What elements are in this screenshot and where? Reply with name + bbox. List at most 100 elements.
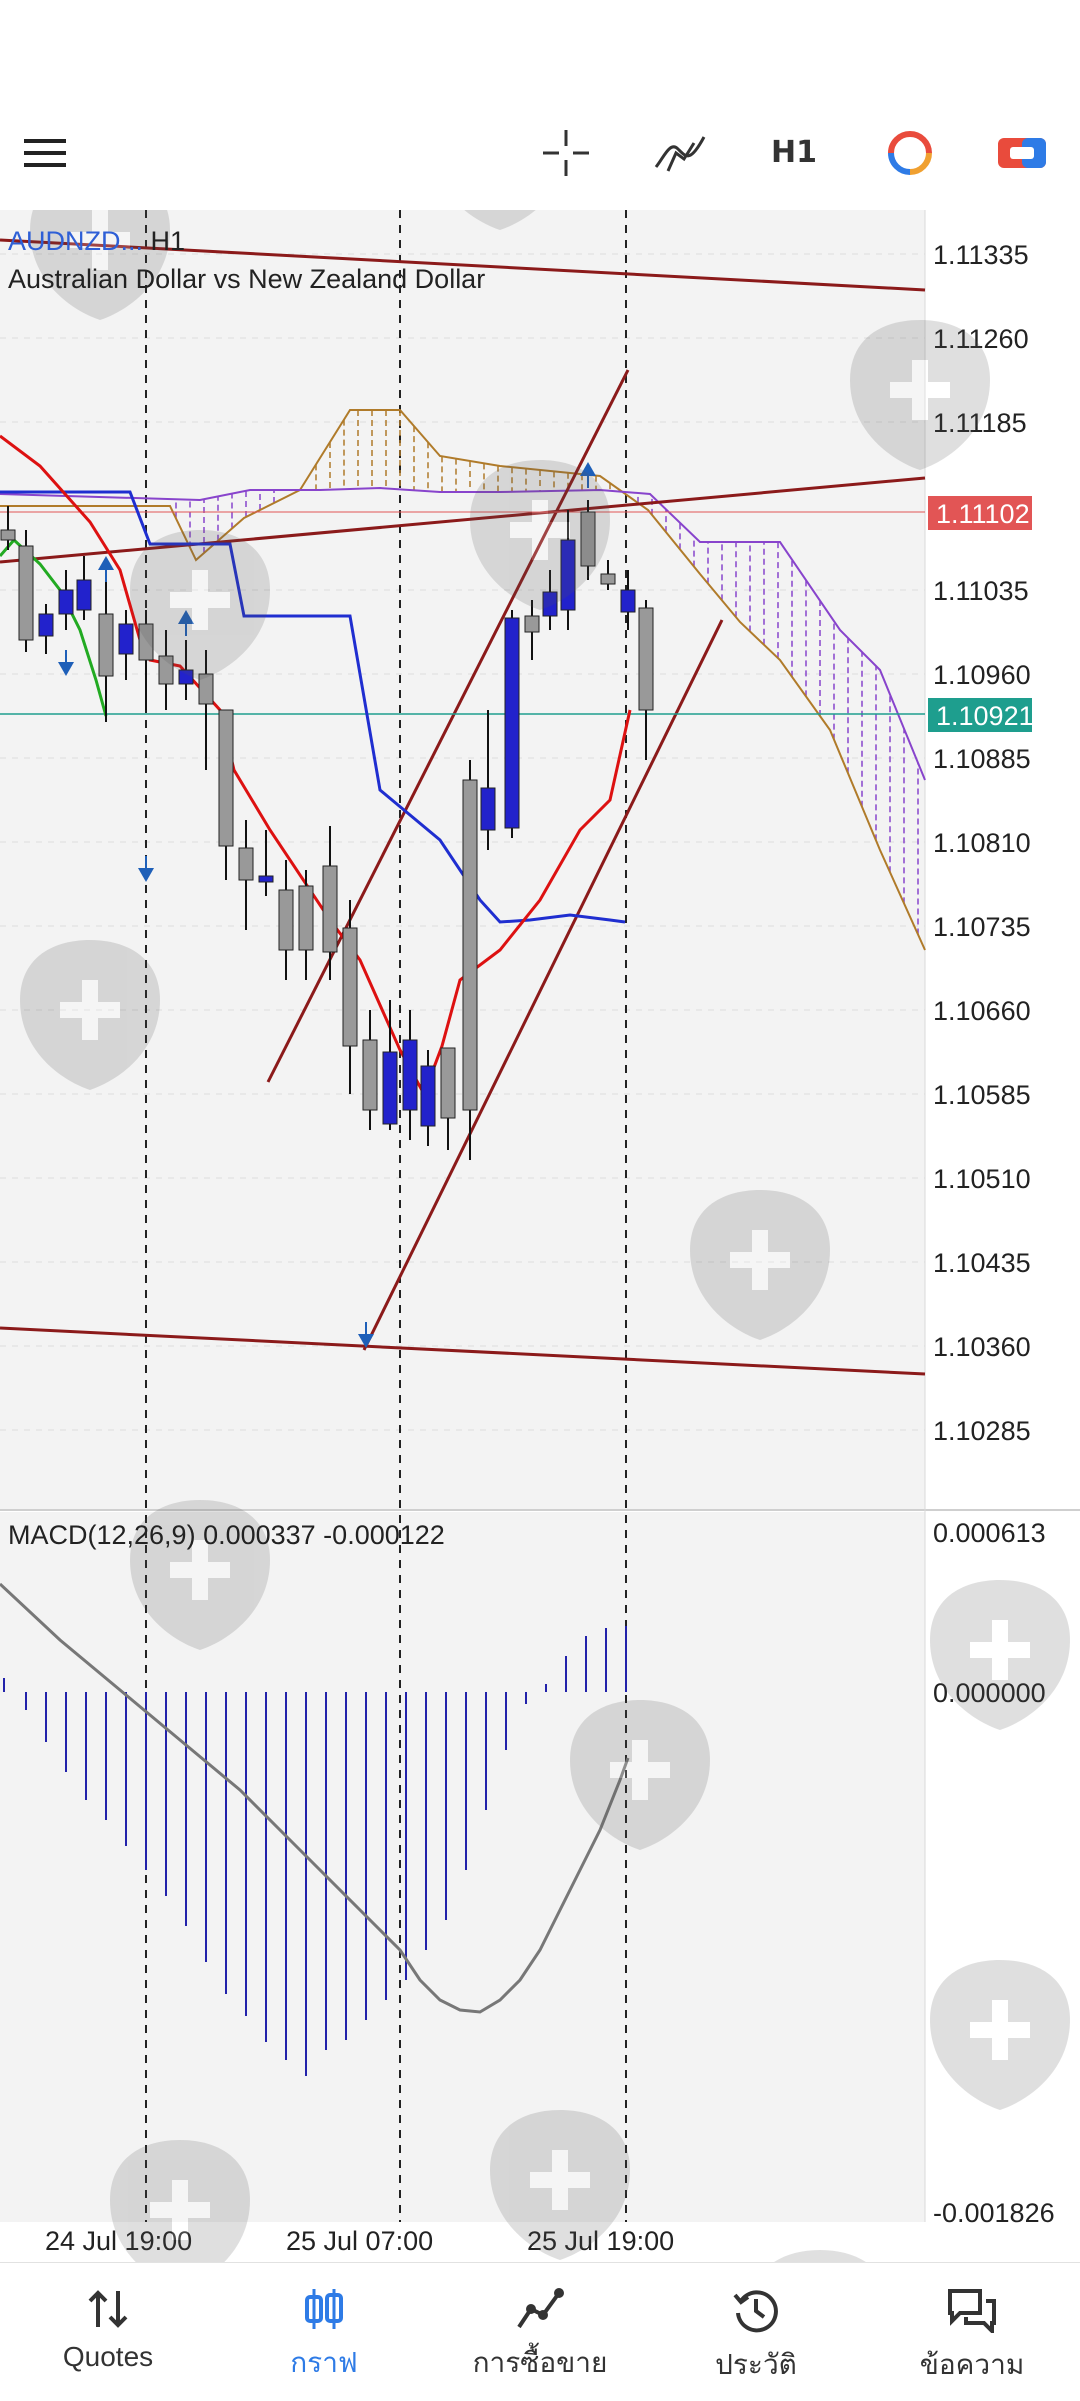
price-axis-label: 1.10510 <box>933 1164 1031 1194</box>
indicators-button[interactable] <box>652 95 708 210</box>
channel-upper-line <box>266 369 630 1083</box>
watermark-shield <box>464 210 536 230</box>
candle-bear <box>0 529 16 541</box>
status-bar-area <box>0 0 1080 95</box>
candle-bear <box>238 847 254 881</box>
crosshair-icon <box>543 129 589 176</box>
watermark-cross <box>150 2180 210 2240</box>
macd-plot-background <box>0 1512 925 2222</box>
symbol-name: AUDNZD <box>8 226 121 256</box>
candle-bear <box>638 607 654 711</box>
watermark-shield-body <box>130 1500 270 1650</box>
watermark-shield-body <box>130 530 270 680</box>
candle-bull <box>542 591 558 617</box>
crosshair-button[interactable] <box>538 95 594 210</box>
nav-quotes[interactable]: Quotes <box>0 2263 216 2401</box>
watermark-cross <box>70 210 130 270</box>
macd-axis-label: 0.000613 <box>933 1518 1046 1548</box>
hamburger-menu-button[interactable] <box>20 95 70 210</box>
fractal-down-arrow <box>58 662 74 676</box>
candle-bear <box>322 865 338 953</box>
watermark-cross <box>170 570 230 630</box>
quick-trade-button[interactable] <box>996 95 1048 210</box>
candle-bull <box>58 589 74 615</box>
candle-bull <box>118 623 134 655</box>
nav-history[interactable]: ประวัติ <box>648 2263 864 2401</box>
nav-trade-label: การซื้อขาย <box>472 2347 608 2378</box>
fractal-down-arrow <box>358 1334 374 1348</box>
time-axis-label: 25 Jul 19:00 <box>527 2226 674 2256</box>
timeframe-label: H1 <box>771 135 817 170</box>
candle-bear <box>462 779 478 1111</box>
candle-bear <box>158 655 174 685</box>
nav-history-label: ประวัติ <box>715 2349 797 2380</box>
nav-messages[interactable]: ข้อความ <box>864 2263 1080 2401</box>
nav-trade[interactable]: การซื้อขาย <box>432 2263 648 2401</box>
bid-price-label: 1.11102 <box>936 499 1030 529</box>
candle-bull <box>620 589 636 613</box>
candle-bear <box>218 709 234 847</box>
price-axis-label: 1.10960 <box>933 660 1031 690</box>
messages-icon <box>948 2289 996 2333</box>
chart-area[interactable]: 1.11335 1.11260 1.11185 1.11035 1.10960 1.108… <box>0 210 1080 2262</box>
candle-bear <box>600 573 616 585</box>
price-axis-label: 1.10735 <box>933 912 1031 942</box>
macd-label: MACD(12,26,9) 0.000337 -0.000122 <box>8 1520 445 1550</box>
price-axis-label: 1.10810 <box>933 828 1031 858</box>
candle-bear <box>362 1039 378 1111</box>
watermark-shield <box>490 2110 630 2260</box>
price-axis-label: 1.10885 <box>933 744 1031 774</box>
watermark-shield <box>130 530 270 680</box>
candle-bull <box>178 669 194 685</box>
ichimoku-span-a-line <box>0 409 926 951</box>
watermark-shield <box>774 2250 866 2262</box>
candle-bear <box>18 545 34 641</box>
candle-bull <box>258 875 274 883</box>
watermark-shield <box>930 1580 1070 1730</box>
watermark-shield <box>570 1700 710 1850</box>
time-axis-label: 24 Jul 19:00 <box>45 2226 192 2256</box>
price-axis-label: 1.10435 <box>933 1248 1031 1278</box>
watermark-shield-body <box>850 320 990 470</box>
watermark-cross <box>60 980 120 1040</box>
price-axis-label: 1.10660 <box>933 996 1031 1026</box>
ask-price-badge <box>928 698 1032 732</box>
fractal-up-arrow <box>178 610 194 624</box>
watermark-shield <box>20 940 160 1090</box>
candle-bull <box>504 617 520 829</box>
watermark-shield-body <box>30 210 170 320</box>
ichimoku-kijun-line <box>0 490 626 924</box>
fractal-up-arrow <box>98 556 114 570</box>
watermark-cross <box>970 2000 1030 2060</box>
time-axis-label: 25 Jul 07:00 <box>286 2226 433 2256</box>
candle-bull <box>402 1039 418 1111</box>
candle-bear <box>440 1047 456 1119</box>
chart-canvas[interactable]: 1.11335 1.11260 1.11185 1.11035 1.10960 1.108… <box>0 210 1080 2262</box>
quotes-arrows-icon <box>88 2290 128 2328</box>
candle-bear <box>98 613 114 677</box>
watermark-shield-body <box>20 940 160 1090</box>
indicator-f-icon <box>654 135 706 172</box>
symbol-label: AUDNZD... H1 <box>8 226 185 257</box>
watermark-cross <box>970 1620 1030 1680</box>
watermark-shield-body <box>570 1700 710 1850</box>
watermark-shield-body <box>930 1960 1070 2110</box>
nav-chart-label: กราฟ <box>290 2347 358 2378</box>
watermark-shield-body <box>490 2110 630 2260</box>
watermark-shield <box>30 210 170 320</box>
quick-trade-icon <box>998 137 1046 168</box>
timeframe-button[interactable]: H1 <box>762 95 826 210</box>
watermark-shield <box>930 1960 1070 2110</box>
price-axis-label: 1.10360 <box>933 1332 1031 1362</box>
price-axis-label: 1.11335 <box>933 240 1029 270</box>
watermark-cross <box>170 1540 230 1600</box>
color-scheme-button[interactable] <box>884 95 936 210</box>
candle-bear <box>298 885 314 951</box>
trade-line-icon <box>517 2288 564 2329</box>
chart-candles-icon <box>305 2289 343 2329</box>
fractal-up-arrow <box>580 462 596 476</box>
trendline-resistance <box>0 476 926 564</box>
price-axis-label: 1.10585 <box>933 1080 1031 1110</box>
candle-bull <box>382 1051 398 1125</box>
nav-chart[interactable]: กราฟ <box>216 2263 432 2401</box>
